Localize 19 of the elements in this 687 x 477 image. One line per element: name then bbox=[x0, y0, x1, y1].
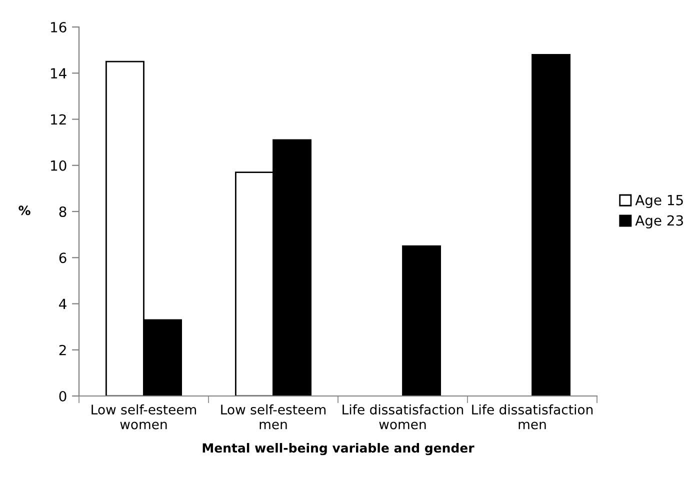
x-tick-label: Low self-esteem women bbox=[92, 404, 196, 430]
bar bbox=[402, 245, 441, 396]
x-axis-title: Mental well-being variable and gender bbox=[202, 442, 474, 456]
y-tick-label: 12 bbox=[51, 114, 66, 125]
y-tick-label: 8 bbox=[59, 206, 66, 217]
y-axis-title: % bbox=[18, 206, 30, 216]
x-tick-label: Life dissatisfaction women bbox=[342, 404, 464, 430]
legend-label: Age 15 bbox=[635, 195, 683, 208]
x-tick-label: Life dissatisfaction men bbox=[472, 404, 593, 430]
y-tick-label: 14 bbox=[51, 68, 66, 78]
x-tick-label: Low self-esteem men bbox=[221, 404, 326, 430]
y-tick-label: 16 bbox=[51, 22, 66, 32]
legend-label: Age 23 bbox=[635, 215, 683, 228]
y-tick-label: 0 bbox=[59, 390, 66, 402]
bar bbox=[532, 54, 570, 396]
y-tick-label: 2 bbox=[59, 344, 66, 356]
y-tick-label: 4 bbox=[59, 298, 66, 310]
y-tick-label: 6 bbox=[59, 252, 66, 264]
y-tick-label: 10 bbox=[51, 160, 66, 171]
